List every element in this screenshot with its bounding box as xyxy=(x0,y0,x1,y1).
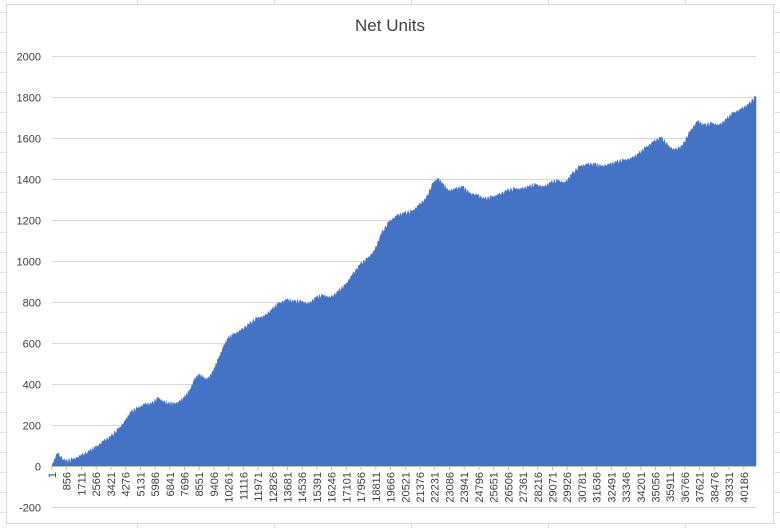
area-series xyxy=(51,95,757,467)
x-tick-label: 24796 xyxy=(474,472,486,503)
x-tick-label: 14536 xyxy=(297,472,309,503)
y-tick-label: 1000 xyxy=(17,257,41,269)
x-tick-label: 7696 xyxy=(179,472,191,496)
x-tick-label: 30781 xyxy=(577,472,589,503)
x-tick-label: 1 xyxy=(47,472,59,478)
x-tick-label: 20521 xyxy=(400,472,412,503)
x-tick-label: 6841 xyxy=(165,472,177,496)
y-tick-label: -200 xyxy=(19,503,41,515)
x-tick-label: 35056 xyxy=(651,472,663,503)
x-tick-label: 16246 xyxy=(327,472,339,503)
y-tick-label: 600 xyxy=(23,339,41,351)
chart-title: Net Units xyxy=(355,16,425,35)
x-tick-label: 23086 xyxy=(444,472,456,503)
x-tick-label: 15391 xyxy=(312,472,324,503)
x-tick-label: 17101 xyxy=(341,472,353,503)
x-tick-label: 9406 xyxy=(209,472,221,496)
net-units-area xyxy=(51,95,757,467)
y-axis-tick-labels: -200 0 200 400 600 800 1000 1200 1400 1600 1800 200… xyxy=(17,52,41,515)
x-tick-label: 18811 xyxy=(371,472,383,502)
y-tick-label: 2000 xyxy=(17,52,41,64)
y-tick-label: 1800 xyxy=(17,93,41,105)
x-tick-label: 5986 xyxy=(150,472,162,496)
x-tick-label: 28216 xyxy=(533,472,545,503)
x-tick-label: 25651 xyxy=(489,472,501,503)
x-tick-label: 26506 xyxy=(503,472,515,503)
x-tick-label: 22231 xyxy=(430,472,442,503)
x-tick-label: 1711 xyxy=(76,472,88,496)
x-tick-label: 31636 xyxy=(592,472,604,503)
x-tick-label: 11971 xyxy=(253,472,265,502)
y-tick-label: 1200 xyxy=(17,216,41,228)
x-tick-label: 4276 xyxy=(121,472,133,496)
x-axis-tick-labels: 1 856 1711 2566 3421 4276 5131 5986 6841 7696 8551… xyxy=(47,466,751,503)
y-tick-label: 0 xyxy=(35,462,41,474)
x-tick-label: 27361 xyxy=(518,472,530,503)
x-tick-label: 40186 xyxy=(739,472,751,503)
x-tick-label: 10261 xyxy=(224,472,236,503)
x-tick-label: 23941 xyxy=(459,472,471,503)
x-tick-label: 5131 xyxy=(135,472,147,496)
y-tick-label: 1400 xyxy=(17,175,41,187)
x-tick-label: 39331 xyxy=(724,472,736,503)
x-tick-label: 21376 xyxy=(415,472,427,503)
x-tick-label: 2566 xyxy=(91,472,103,496)
x-tick-label: 36766 xyxy=(680,472,692,503)
x-tick-label: 17956 xyxy=(356,472,368,503)
x-tick-label: 35911 xyxy=(665,472,677,502)
x-tick-label: 856 xyxy=(62,472,74,490)
x-tick-label: 11116 xyxy=(238,472,250,500)
x-tick-label: 12826 xyxy=(268,472,280,503)
y-tick-label: 800 xyxy=(23,298,41,310)
x-tick-label: 29071 xyxy=(547,472,559,503)
y-tick-label: 1600 xyxy=(17,134,41,146)
x-tick-label: 19666 xyxy=(386,472,398,503)
x-tick-label: 33346 xyxy=(621,472,633,503)
y-tick-label: 400 xyxy=(23,380,41,392)
x-tick-label: 37621 xyxy=(695,472,707,503)
x-tick-label: 29926 xyxy=(562,472,574,503)
x-tick-label: 32491 xyxy=(606,472,618,503)
x-tick-label: 8551 xyxy=(194,472,206,496)
y-tick-label: 200 xyxy=(23,421,41,433)
x-tick-label: 38476 xyxy=(709,472,721,503)
x-tick-label: 13681 xyxy=(283,472,295,503)
x-tick-label: 3421 xyxy=(106,472,118,496)
x-tick-label: 34201 xyxy=(636,472,648,503)
